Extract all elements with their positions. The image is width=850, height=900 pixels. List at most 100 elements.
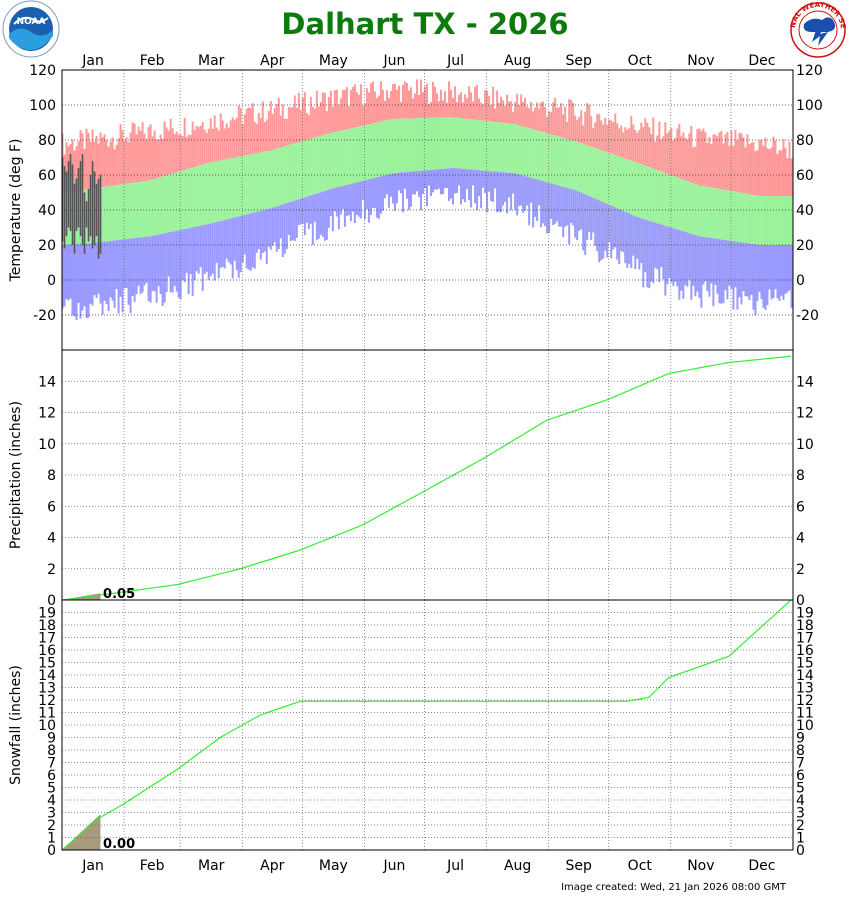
month-label-bottom: Sep (566, 858, 593, 874)
noaa-logo-text: NOAA (17, 17, 46, 27)
month-label-top: Jul (446, 53, 464, 69)
month-label-bottom: Dec (748, 858, 775, 874)
month-label-top: Dec (748, 53, 775, 69)
y-tick-label-right: 7 (796, 756, 805, 772)
month-label-bottom: Oct (628, 858, 653, 874)
y-tick-label-right: 0 (796, 273, 805, 289)
y-tick-label-right: 6 (796, 499, 805, 515)
y-tick-label-left: 2 (47, 562, 56, 578)
y-tick-label-right: 2 (796, 562, 805, 578)
y-tick-label-left: 19 (38, 606, 56, 622)
month-label-bottom: May (319, 858, 348, 874)
month-label-bottom: Jan (81, 858, 104, 874)
y-tick-label-left: 5 (47, 781, 56, 797)
month-label-top: Aug (504, 53, 531, 69)
y-tick-label-left: 12 (38, 693, 56, 709)
y-tick-label-right: 8 (796, 743, 805, 759)
y-tick-label-right: 12 (796, 693, 814, 709)
y-tick-label-right: 13 (796, 681, 814, 697)
y-tick-label-right: 4 (796, 793, 805, 809)
observed-total-label: 0.05 (103, 587, 135, 602)
y-tick-label-left: 14 (38, 668, 56, 684)
y-tick-label-left: 10 (38, 437, 56, 453)
month-label-bottom: Jun (383, 858, 406, 874)
y-tick-label-right: 12 (796, 406, 814, 422)
y-tick-label-right: 40 (796, 203, 814, 219)
y-tick-label-right: 8 (796, 468, 805, 484)
y-tick-label-right: 2 (796, 818, 805, 834)
chart-title: Dalhart TX - 2026 (281, 7, 568, 41)
month-label-top: Feb (140, 53, 165, 69)
y-tick-label-right: -20 (796, 308, 819, 324)
y-tick-label-right: 1 (796, 831, 805, 847)
y-tick-label-right: 6 (796, 768, 805, 784)
normal-cumulative-line (62, 355, 792, 600)
y-tick-label-left: 10 (38, 718, 56, 734)
panel-frame (61, 599, 794, 851)
month-label-top: Jun (383, 53, 406, 69)
y-tick-label-right: 14 (796, 668, 814, 684)
month-label-top: Apr (260, 53, 284, 69)
y-tick-label-left: 6 (47, 768, 56, 784)
y-tick-label-right: 0 (796, 593, 805, 609)
y-tick-label-right: 60 (796, 168, 814, 184)
y-tick-label-left: 120 (29, 63, 56, 79)
y-tick-label-left: 60 (38, 168, 56, 184)
month-label-top: Nov (687, 53, 714, 69)
y-axis-label: Temperature (deg F) (8, 139, 24, 283)
y-tick-label-left: 2 (47, 818, 56, 834)
panel-snowfall-plot (62, 600, 792, 850)
y-tick-label-left: 0 (47, 273, 56, 289)
month-label-top: Oct (628, 53, 653, 69)
y-tick-label-right: 0 (796, 843, 805, 859)
panel-precipitation-plot (62, 355, 792, 600)
observed-total-label: 0.00 (103, 837, 135, 852)
y-tick-label-left: 3 (47, 806, 56, 822)
y-tick-label-left: 14 (38, 374, 56, 390)
y-tick-label-right: 4 (796, 531, 805, 547)
y-tick-label-right: 17 (796, 631, 814, 647)
y-tick-label-left: 11 (38, 706, 56, 722)
panel-temperature-plot (62, 79, 793, 320)
y-tick-label-left: 40 (38, 203, 56, 219)
y-tick-label-right: 3 (796, 806, 805, 822)
y-tick-label-left: 100 (29, 98, 56, 114)
y-tick-label-left: 1 (47, 831, 56, 847)
month-label-top: May (319, 53, 348, 69)
month-label-top: Mar (198, 53, 225, 69)
y-tick-label-right: 16 (796, 643, 814, 659)
y-tick-label-left: 4 (47, 793, 56, 809)
y-tick-label-right: 10 (796, 718, 814, 734)
y-tick-label-left: 80 (38, 133, 56, 149)
y-tick-label-left: 4 (47, 531, 56, 547)
month-label-top: Sep (566, 53, 593, 69)
y-tick-label-left: 6 (47, 499, 56, 515)
noaa-logo-icon: NOAA (2, 0, 60, 58)
month-label-bottom: Mar (198, 858, 225, 874)
y-tick-label-left: 15 (38, 656, 56, 672)
y-tick-label-left: 0 (47, 843, 56, 859)
normal-cumulative-line (62, 600, 792, 850)
y-tick-label-right: 9 (796, 731, 805, 747)
y-tick-label-right: 11 (796, 706, 814, 722)
y-tick-label-left: 16 (38, 643, 56, 659)
y-tick-label-right: 15 (796, 656, 814, 672)
image-created-footer: Image created: Wed, 21 Jan 2026 08:00 GM… (561, 882, 787, 893)
y-tick-label-right: 10 (796, 437, 814, 453)
y-tick-label-right: 18 (796, 618, 814, 634)
y-tick-label-left: 18 (38, 618, 56, 634)
y-tick-label-right: 5 (796, 781, 805, 797)
month-label-bottom: Jul (446, 858, 464, 874)
y-tick-label-left: 8 (47, 743, 56, 759)
y-tick-label-left: 20 (38, 238, 56, 254)
y-tick-label-left: 12 (38, 406, 56, 422)
month-label-top: Jan (81, 53, 104, 69)
month-label-bottom: Nov (687, 858, 714, 874)
month-label-bottom: Aug (504, 858, 531, 874)
y-tick-label-left: 8 (47, 468, 56, 484)
y-axis-label: Precipitation (inches) (8, 401, 24, 549)
y-tick-label-left: 13 (38, 681, 56, 697)
month-label-bottom: Feb (140, 858, 165, 874)
y-tick-label-right: 14 (796, 374, 814, 390)
